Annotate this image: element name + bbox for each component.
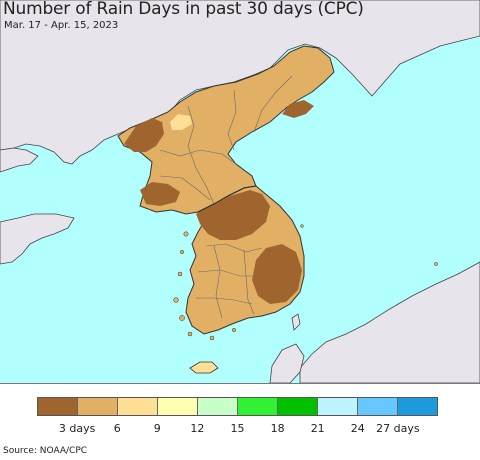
map-panel: Number of Rain Days in past 30 days (CPC… [0, 0, 480, 384]
map-title: Number of Rain Days in past 30 days (CPC… [3, 0, 364, 19]
zone-3days-northwest [124, 118, 164, 152]
legend-swatch [318, 398, 358, 415]
liaodong-peninsula [0, 147, 39, 173]
korea-rain-days-map [0, 0, 480, 383]
zone-3days-northeast [282, 100, 314, 118]
jeju-island [189, 361, 219, 374]
shandong-peninsula [0, 213, 75, 265]
date-range: Mar. 17 - Apr. 15, 2023 [4, 20, 119, 31]
legend-swatch [118, 398, 158, 415]
japan-kyushu [269, 343, 305, 383]
tsushima-island [291, 313, 301, 331]
legend-tick-label: 3 days [58, 422, 96, 435]
legend-tick-label: 21 [310, 422, 325, 435]
legend-swatch [158, 398, 198, 415]
zone-3days-southeast [252, 244, 302, 304]
legend-tick-label: 18 [270, 422, 285, 435]
source-credit: Source: NOAA/CPC [3, 446, 88, 456]
japan-land [299, 261, 480, 383]
legend-swatch [398, 398, 437, 415]
legend-swatch [238, 398, 278, 415]
legend-swatch [78, 398, 118, 415]
legend-tick-label: 12 [190, 422, 205, 435]
zone-3days-west [140, 182, 180, 206]
legend-swatch [38, 398, 78, 415]
legend-tick-label: 27 days [376, 422, 420, 435]
legend-tick-label: 6 [113, 422, 121, 435]
zone-6days-highlight [170, 114, 192, 130]
legend-tick-label: 15 [230, 422, 245, 435]
province-boundaries [159, 75, 293, 319]
dmz-line [197, 185, 257, 213]
coastal-islands [173, 224, 438, 341]
legend-tick-label: 9 [153, 422, 161, 435]
legend-swatch [358, 398, 398, 415]
legend-tick-label: 24 [350, 422, 365, 435]
legend-swatch [198, 398, 238, 415]
color-legend [37, 397, 438, 416]
zone-3days-central [196, 190, 270, 240]
legend-swatch [278, 398, 318, 415]
china-land [0, 0, 480, 165]
